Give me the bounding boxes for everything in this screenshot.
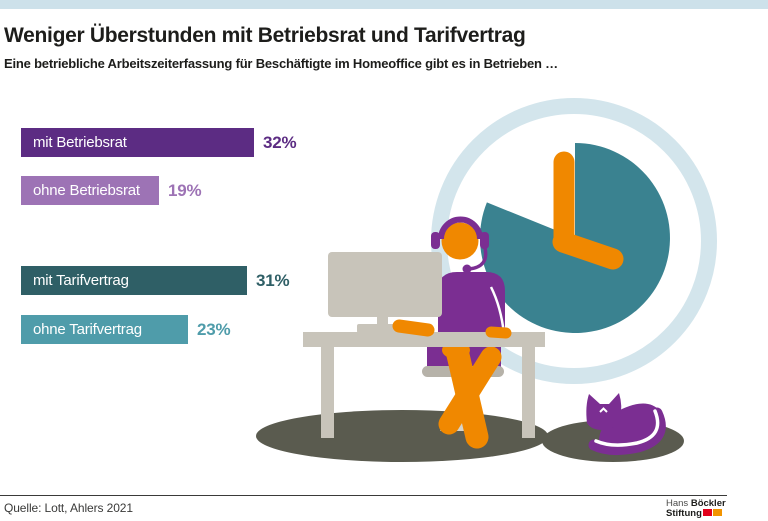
logo-red-block [702,509,712,516]
logo-text-stiftung: Stiftung [666,507,702,519]
bar: mit Tarifvertrag [21,266,247,295]
logo-text-hans: Hans [666,498,689,509]
logo-line-2: Stiftung [666,507,727,519]
source-note: Quelle: Lott, Ahlers 2021 [4,501,133,515]
footer-divider [0,495,727,496]
bar-label: mit Tarifvertrag [33,272,129,289]
bar: ohne Betriebsrat [21,176,159,205]
bar-value: 19% [168,180,202,200]
bar-label: ohne Tarifvertrag [33,321,142,338]
page-subtitle: Eine betriebliche Arbeitszeiterfassung f… [4,56,558,71]
bar-row: ohne Tarifvertrag 23% [21,315,231,344]
bar: mit Betriebsrat [21,128,254,157]
bar: ohne Tarifvertrag [21,315,188,344]
bar-label: ohne Betriebsrat [33,182,140,199]
logo-text-boeckler: Böckler [690,498,726,509]
logo-line-1: Hans Böckler [666,499,727,509]
bar-value: 31% [256,270,290,290]
hans-boeckler-stiftung-logo: Hans Böckler Stiftung [666,499,727,518]
bar-value: 32% [263,132,297,152]
bar-row: ohne Betriebsrat 19% [21,176,202,205]
bar-row: mit Tarifvertrag 31% [21,266,290,295]
bar-value: 23% [197,319,231,339]
logo-orange-block [712,509,722,516]
top-accent-bar [0,0,768,9]
bar-label: mit Betriebsrat [33,134,127,151]
page-title: Weniger Überstunden mit Betriebsrat und … [4,24,526,47]
bar-row: mit Betriebsrat 32% [21,128,297,157]
